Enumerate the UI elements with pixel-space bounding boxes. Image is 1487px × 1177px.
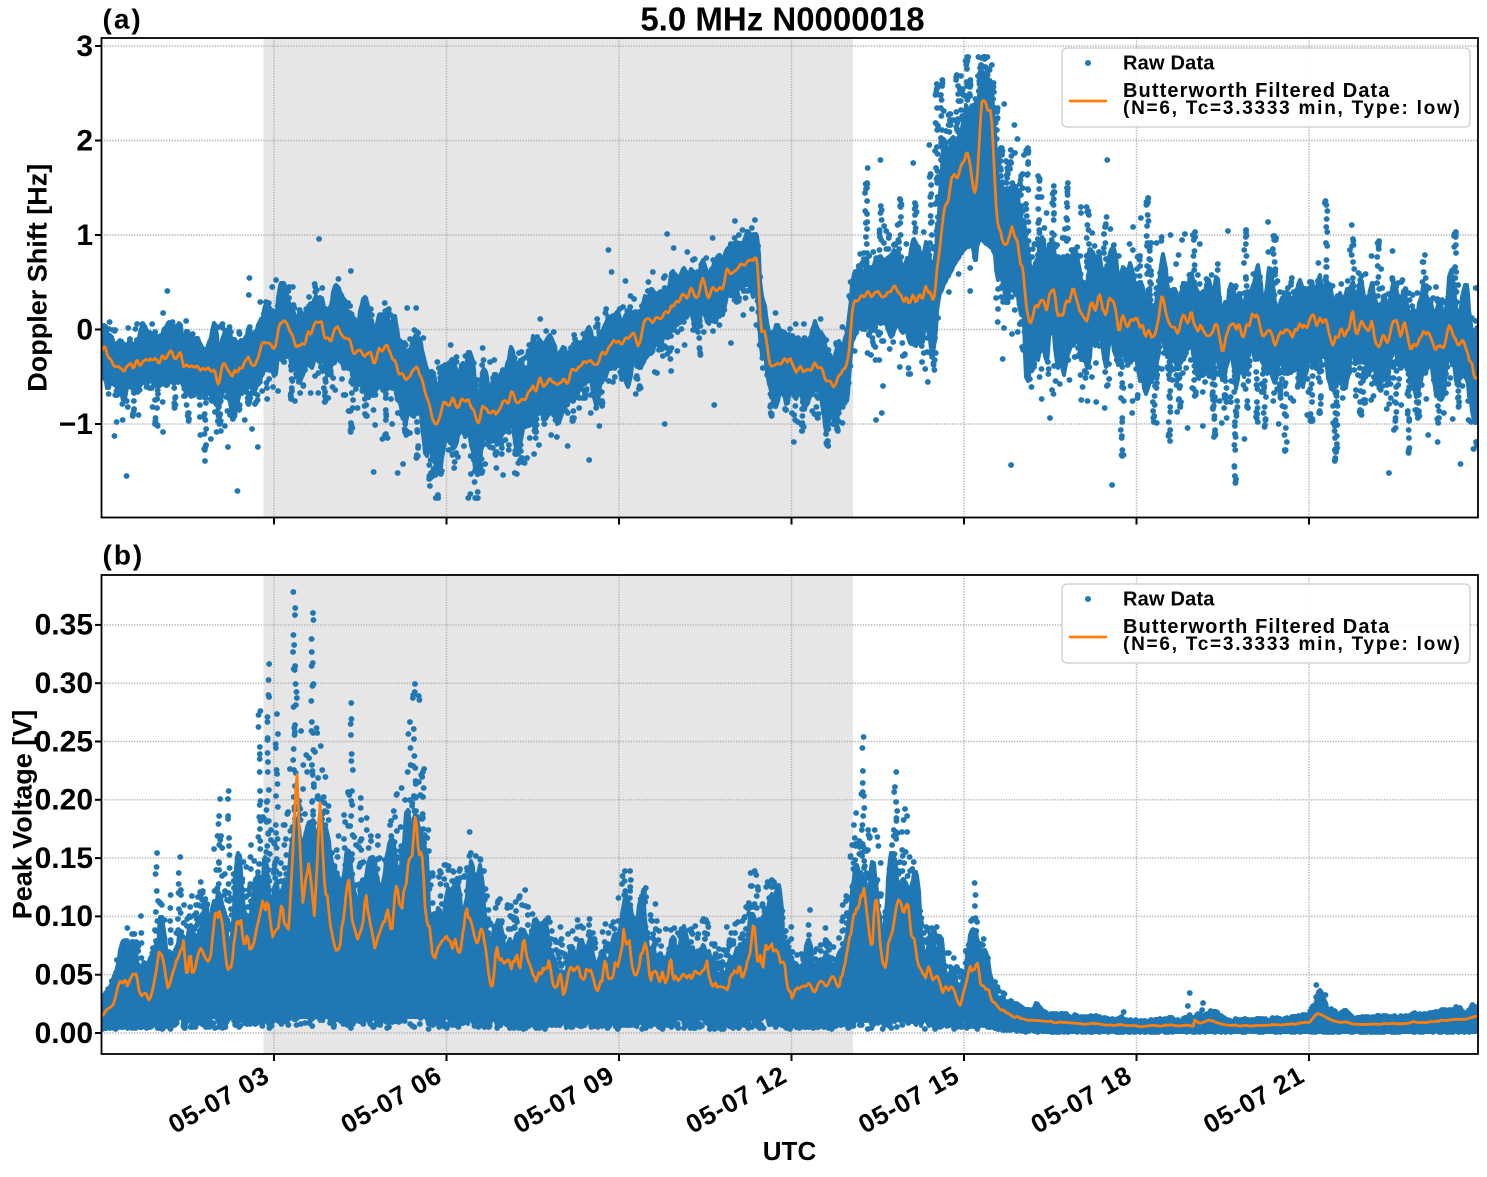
svg-text:Raw Data: Raw Data [1123,53,1215,75]
svg-text:(a): (a) [103,4,143,35]
svg-text:0.20: 0.20 [35,784,93,817]
svg-text:0.00: 0.00 [35,1017,93,1050]
svg-text:−1: −1 [59,408,93,441]
svg-text:Raw Data: Raw Data [1123,589,1215,611]
svg-text:(N=6, Tc=3.3333 min, Type: low: (N=6, Tc=3.3333 min, Type: low) [1123,98,1462,119]
svg-text:0.05: 0.05 [35,959,93,992]
svg-text:0.35: 0.35 [35,609,93,642]
svg-text:Butterworth Filtered Data: Butterworth Filtered Data [1123,616,1391,638]
svg-text:0: 0 [76,313,93,346]
svg-text:1: 1 [76,219,93,252]
svg-text:Butterworth Filtered Data: Butterworth Filtered Data [1123,80,1391,102]
svg-text:3: 3 [76,30,93,63]
svg-text:5.0 MHz N0000018: 5.0 MHz N0000018 [640,1,924,38]
svg-text:Peak Voltage [V]: Peak Voltage [V] [8,710,38,920]
svg-text:(b): (b) [103,540,145,571]
svg-text:0.30: 0.30 [35,667,93,700]
svg-text:UTC: UTC [763,1136,817,1166]
svg-text:0.25: 0.25 [35,725,93,758]
svg-text:Doppler Shift [Hz]: Doppler Shift [Hz] [22,164,52,392]
svg-text:0.15: 0.15 [35,842,93,875]
svg-text:2: 2 [76,124,93,157]
svg-text:(N=6, Tc=3.3333 min, Type: low: (N=6, Tc=3.3333 min, Type: low) [1123,634,1462,655]
svg-text:0.10: 0.10 [35,900,93,933]
